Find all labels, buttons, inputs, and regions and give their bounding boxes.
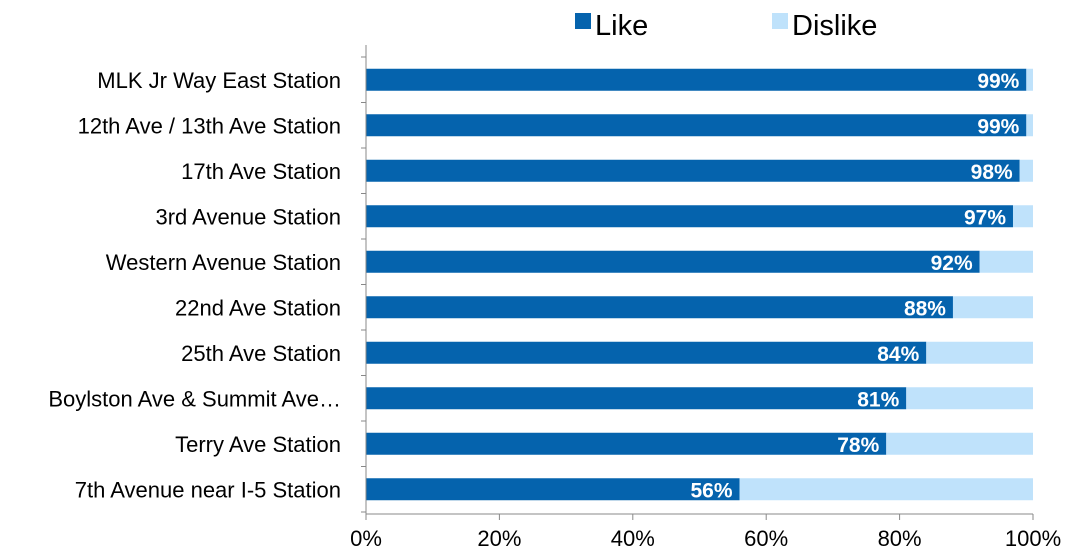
bar-dislike-0 bbox=[1026, 68, 1033, 91]
category-label: 3rd Avenue Station bbox=[155, 204, 341, 229]
category-label: Boylston Ave & Summit Ave… bbox=[48, 386, 341, 411]
data-labels: 99% 99% 98% 97% 92% 88% 84% 81% 78% 56% bbox=[691, 70, 1020, 503]
bar-like-8 bbox=[366, 432, 887, 455]
category-label: 12th Ave / 13th Ave Station bbox=[78, 113, 341, 138]
bar-like-3 bbox=[366, 205, 1013, 228]
bar-like-6 bbox=[366, 341, 927, 364]
legend-swatch-like bbox=[575, 13, 591, 29]
axes: 0% 20% 40% 60% 80% 100% bbox=[350, 45, 1061, 551]
category-label: 25th Ave Station bbox=[181, 341, 341, 366]
x-tick-label: 20% bbox=[477, 526, 521, 551]
bar-like-0 bbox=[366, 68, 1027, 91]
bar-dislike-3 bbox=[1012, 205, 1033, 228]
legend-label-like: Like bbox=[595, 10, 648, 42]
bar-like-2 bbox=[366, 159, 1020, 182]
bar-dislike-4 bbox=[979, 250, 1033, 273]
x-tick-label: 80% bbox=[878, 526, 922, 551]
data-label: 84% bbox=[877, 343, 919, 366]
bar-dislike-1 bbox=[1026, 114, 1033, 137]
legend-label-dislike: Dislike bbox=[792, 10, 877, 42]
bar-dislike-9 bbox=[739, 478, 1033, 501]
data-label: 88% bbox=[904, 297, 946, 320]
data-label: 78% bbox=[837, 434, 879, 457]
data-label: 97% bbox=[964, 206, 1006, 229]
bar-like-5 bbox=[366, 296, 953, 319]
bar-dislike-6 bbox=[926, 341, 1033, 364]
category-label: 22nd Ave Station bbox=[175, 295, 341, 320]
category-label: 7th Avenue near I-5 Station bbox=[75, 477, 341, 502]
bar-dislike-5 bbox=[952, 296, 1033, 319]
bar-dislike-2 bbox=[1019, 159, 1033, 182]
data-label: 99% bbox=[977, 115, 1019, 138]
data-label: 92% bbox=[931, 252, 973, 275]
category-label: 17th Ave Station bbox=[181, 159, 341, 184]
x-tick-label: 60% bbox=[744, 526, 788, 551]
category-label: Western Avenue Station bbox=[106, 250, 341, 275]
bar-like-4 bbox=[366, 250, 980, 273]
category-label: MLK Jr Way East Station bbox=[97, 68, 341, 93]
bars bbox=[366, 68, 1033, 501]
category-label: Terry Ave Station bbox=[175, 432, 341, 457]
x-tick-label: 100% bbox=[1005, 526, 1061, 551]
bar-like-1 bbox=[366, 114, 1027, 137]
x-tick-label: 40% bbox=[611, 526, 655, 551]
bar-like-9 bbox=[366, 478, 740, 501]
legend: Like Dislike bbox=[575, 10, 877, 42]
legend-swatch-dislike bbox=[772, 13, 788, 29]
data-label: 81% bbox=[857, 388, 899, 411]
data-label: 98% bbox=[971, 161, 1013, 184]
bar-like-7 bbox=[366, 387, 907, 410]
data-label: 56% bbox=[691, 479, 733, 502]
bar-dislike-8 bbox=[886, 432, 1033, 455]
category-labels: MLK Jr Way East Station 12th Ave / 13th A… bbox=[48, 68, 341, 503]
bar-dislike-7 bbox=[906, 387, 1033, 410]
data-label: 99% bbox=[977, 70, 1019, 93]
x-tick-label: 0% bbox=[350, 526, 382, 551]
